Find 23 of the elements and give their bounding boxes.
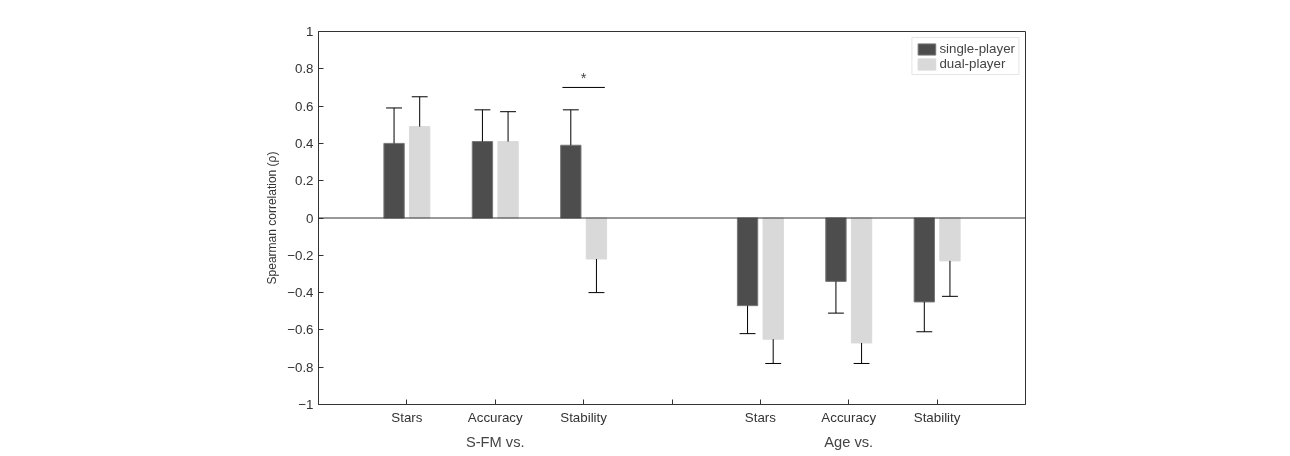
y-tick-label: −0.2: [287, 247, 314, 263]
legend-label: dual-player: [939, 56, 1006, 71]
x-tick-label: Accuracy: [821, 409, 877, 425]
y-tick-label: 0.2: [294, 173, 314, 189]
x-tick-label: Stars: [744, 409, 777, 425]
y-tick-label: 0.8: [294, 61, 314, 77]
annotation: *: [580, 70, 587, 87]
legend-label: single-player: [939, 41, 1015, 56]
y-tick-label: −0.4: [287, 285, 315, 301]
x-tick-label: Accuracy: [467, 409, 523, 425]
text: S-FM vs.: [465, 433, 525, 450]
y-tick-label: 0.4: [294, 135, 315, 151]
x-tick-label: Stars: [391, 409, 423, 425]
x-tick-label: Stability: [560, 409, 608, 425]
text: Age vs.: [824, 433, 874, 450]
y-tick-label: −0.8: [287, 359, 314, 375]
y-tick-label: 0.6: [294, 98, 314, 114]
x-tick-label: Stability: [913, 409, 961, 425]
y-axis-title: Spearman correlation (ρ): [265, 151, 280, 285]
y-tick-label: 1: [306, 24, 314, 39]
y-tick-label: 0: [306, 210, 314, 226]
y-tick-label: −1: [298, 397, 314, 412]
y-tick-label: −0.6: [287, 322, 314, 338]
